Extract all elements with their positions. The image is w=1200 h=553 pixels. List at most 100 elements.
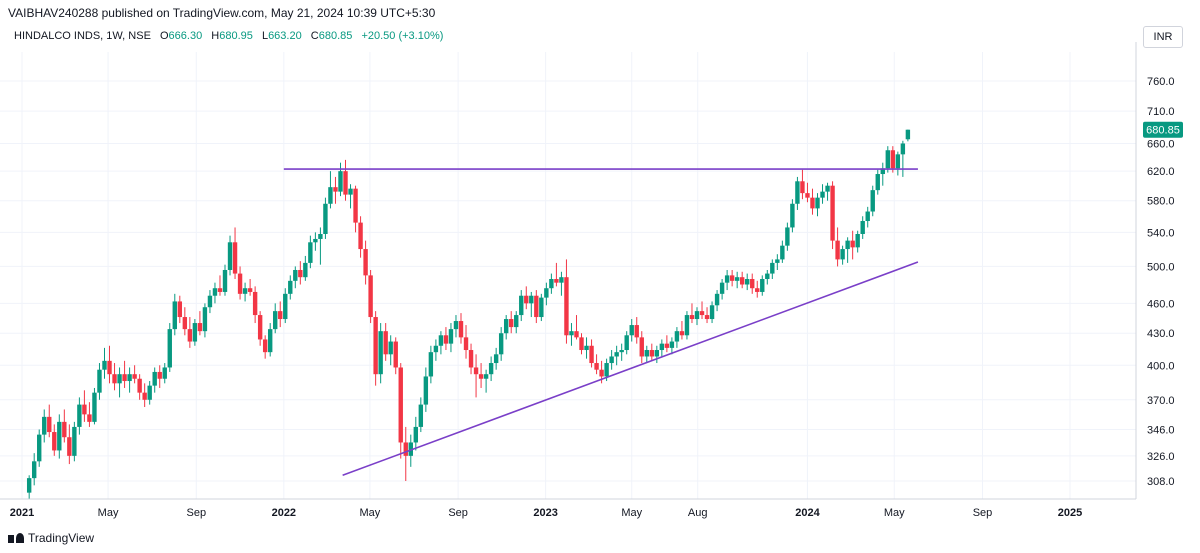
x-tick-label: 2021 xyxy=(10,507,34,519)
low-label: L xyxy=(261,30,269,42)
candle-body xyxy=(393,341,398,368)
candle-body xyxy=(137,378,142,393)
candle-body xyxy=(353,188,358,223)
candle-body xyxy=(72,426,77,456)
candle-body xyxy=(800,181,805,194)
last-price-tag xyxy=(1143,121,1183,138)
candle-body xyxy=(77,404,82,427)
candle-body xyxy=(458,321,464,338)
candle-body xyxy=(770,262,775,274)
candle-body xyxy=(167,329,172,368)
y-tick-label: 540.0 xyxy=(1147,227,1175,239)
candle-body xyxy=(358,222,363,250)
y-tick-label: 400.0 xyxy=(1147,360,1175,372)
candle-body xyxy=(428,352,434,377)
candle-body xyxy=(418,404,424,427)
candle-body xyxy=(102,360,107,370)
high-value: 680.95 xyxy=(219,30,253,42)
candle-body xyxy=(639,337,644,357)
candle-body xyxy=(855,233,860,248)
x-tick-label: Sep xyxy=(448,507,468,519)
candle-body xyxy=(870,190,875,212)
candle-body xyxy=(745,279,750,285)
candle-body xyxy=(785,227,790,246)
candle-body xyxy=(207,295,213,308)
candle-body xyxy=(37,434,42,462)
candle-body xyxy=(729,275,735,281)
candle-body xyxy=(187,329,193,342)
candle-body xyxy=(247,288,253,292)
candle-body xyxy=(624,335,629,351)
candle-body xyxy=(760,279,765,292)
candle-body xyxy=(318,233,323,239)
currency-button[interactable]: INR xyxy=(1143,26,1183,48)
candle-body xyxy=(604,363,609,377)
candle-body xyxy=(47,416,52,433)
trend-line xyxy=(342,261,919,477)
candle-body xyxy=(654,350,660,357)
candle-body xyxy=(147,385,152,400)
candle-body xyxy=(222,269,228,292)
y-tick-label: 460.0 xyxy=(1147,298,1175,310)
open-label: O xyxy=(159,30,169,42)
candle-body xyxy=(26,478,32,493)
candle-body xyxy=(423,376,429,405)
candle-body xyxy=(724,275,730,283)
candle-body xyxy=(273,311,278,330)
y-tick-label: 760.0 xyxy=(1147,76,1175,88)
candle-body xyxy=(202,307,208,332)
candle-body xyxy=(237,273,243,294)
candle-body xyxy=(865,211,870,222)
tradingview-footer[interactable]: TradingView xyxy=(8,531,94,545)
candle-body xyxy=(288,280,293,294)
candle-body xyxy=(569,331,574,336)
candle-body xyxy=(669,341,675,348)
candle-body xyxy=(398,367,403,443)
candle-body xyxy=(483,374,489,379)
candle-body xyxy=(278,311,283,320)
candle-body xyxy=(845,240,850,250)
candle-body xyxy=(514,315,519,328)
candle-body xyxy=(885,150,891,169)
candle-body xyxy=(574,331,579,338)
candle-body xyxy=(649,350,655,357)
candle-body xyxy=(895,154,901,169)
candle-body xyxy=(659,343,665,351)
tradingview-logo-icon xyxy=(8,533,24,543)
candle-body xyxy=(815,197,820,209)
candle-body xyxy=(594,363,599,370)
open-value: 666.30 xyxy=(168,30,203,42)
x-tick-label: May xyxy=(98,507,119,519)
candle-body xyxy=(840,249,845,260)
candle-body xyxy=(780,245,785,260)
candle-body xyxy=(182,317,188,330)
high-label: H xyxy=(211,30,220,42)
candle-body xyxy=(509,319,514,328)
candle-body xyxy=(298,269,303,278)
candle-body xyxy=(62,421,67,438)
candle-body xyxy=(478,374,484,379)
candle-body xyxy=(529,295,534,304)
candle-body xyxy=(127,374,132,382)
candle-body xyxy=(333,187,338,192)
candle-body xyxy=(559,277,564,283)
candle-body xyxy=(403,442,408,456)
close-label: C xyxy=(310,30,319,42)
candle-body xyxy=(524,295,529,304)
candle-body xyxy=(97,369,102,393)
y-tick-label: 430.0 xyxy=(1147,328,1175,340)
candle-body xyxy=(212,288,218,296)
candle-body xyxy=(408,442,413,456)
symbol-name[interactable]: HINDALCO INDS, 1W, NSE xyxy=(14,30,151,42)
y-tick-label: 370.0 xyxy=(1147,395,1175,407)
candle-body xyxy=(714,293,720,306)
y-tick-label: 346.0 xyxy=(1147,424,1175,436)
candle-body xyxy=(674,331,680,342)
x-tick-label: 2022 xyxy=(272,507,296,519)
close-value: 680.85 xyxy=(318,30,353,42)
x-tick-label: 2023 xyxy=(533,507,557,519)
x-tick-label: Sep xyxy=(973,507,993,519)
candle-body xyxy=(679,331,685,336)
candle-body xyxy=(503,319,509,334)
